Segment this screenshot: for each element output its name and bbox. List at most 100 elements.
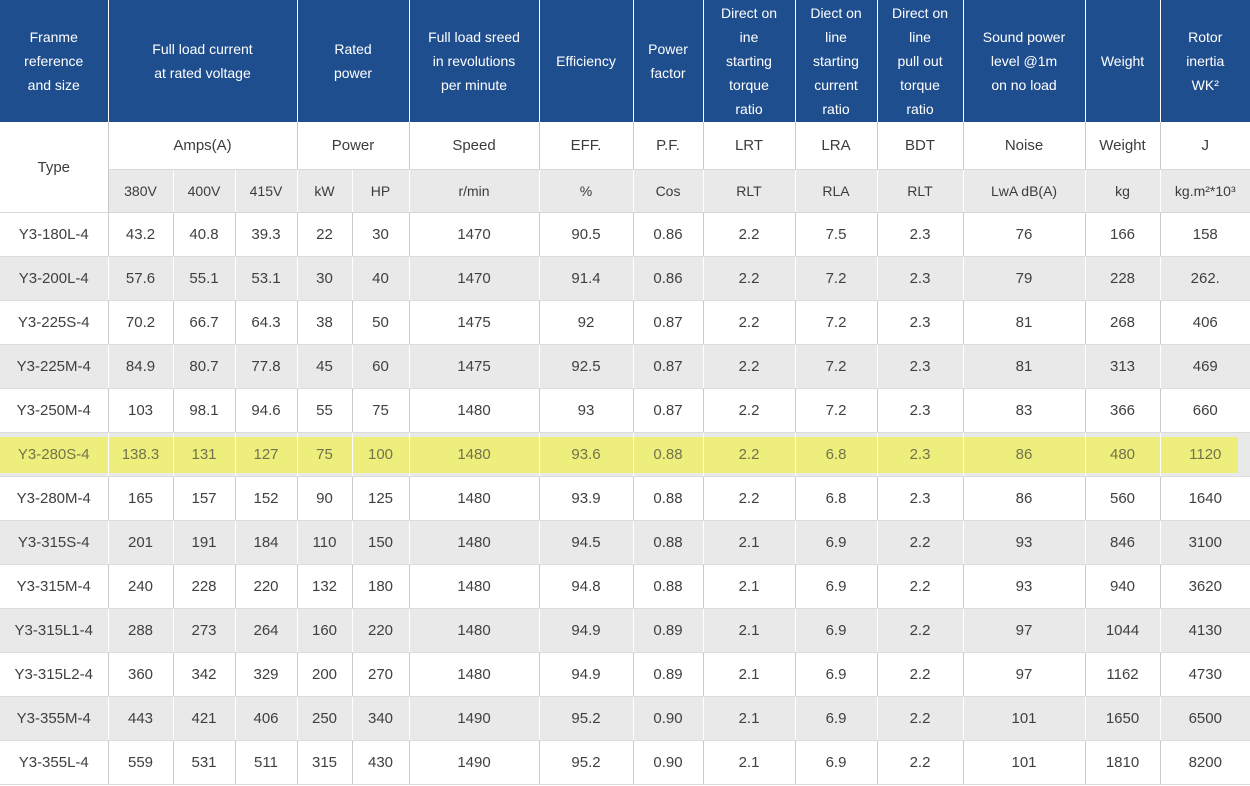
unit-rmin: r/min — [409, 169, 540, 213]
row-type-cell: Y3-355L-4 — [0, 740, 109, 785]
table-row: Y3-315L1-4 288 273 264 160 220 1480 94.9 0.89 2.1… — [0, 608, 1250, 653]
unit-lwa-dba: LwA dB(A) — [963, 169, 1086, 213]
value-cell: 55 — [297, 388, 353, 433]
value-cell: 315 — [297, 740, 353, 785]
table-row: Y3-225M-4 84.9 80.7 77.8 45 60 1475 92.5 0.87 2.2… — [0, 344, 1250, 389]
value-cell: 340 — [352, 696, 410, 741]
value-cell: 6.9 — [795, 696, 878, 741]
value-cell: 40.8 — [173, 212, 236, 257]
value-cell: 329 — [235, 652, 298, 697]
value-cell: 2.1 — [703, 696, 796, 741]
value-cell: 8200 — [1160, 740, 1250, 785]
value-cell: 0.90 — [633, 740, 704, 785]
value-cell: 406 — [1160, 300, 1250, 345]
value-cell: 201 — [108, 520, 174, 565]
value-cell: 262. — [1160, 256, 1250, 301]
value-cell: 0.86 — [633, 256, 704, 301]
value-cell: 7.5 — [795, 212, 878, 257]
value-cell: 93 — [963, 520, 1086, 565]
unit-kgm2: kg.m²*10³ — [1160, 169, 1250, 213]
value-cell: 38 — [297, 300, 353, 345]
value-cell: 2.3 — [877, 388, 964, 433]
value-cell: 469 — [1160, 344, 1250, 389]
value-cell: 220 — [352, 608, 410, 653]
value-cell: 81 — [963, 344, 1086, 389]
value-cell: 2.1 — [703, 520, 796, 565]
value-cell: 2.1 — [703, 652, 796, 697]
value-cell: 1475 — [409, 344, 540, 389]
subheader-weight: Weight — [1085, 122, 1161, 170]
value-cell: 6.9 — [795, 608, 878, 653]
value-cell: 83 — [963, 388, 1086, 433]
value-cell: 6.8 — [795, 432, 878, 477]
value-cell: 2.2 — [703, 300, 796, 345]
col-group-weight: Weight — [1085, 0, 1161, 122]
value-cell: 7.2 — [795, 388, 878, 433]
value-cell: 273 — [173, 608, 236, 653]
value-cell: 1475 — [409, 300, 540, 345]
value-cell: 180 — [352, 564, 410, 609]
header-row-groups: Franme reference and size Full load curr… — [0, 0, 1250, 122]
value-cell: 93 — [539, 388, 634, 433]
value-cell: 2.2 — [703, 344, 796, 389]
value-cell: 81 — [963, 300, 1086, 345]
value-cell: 150 — [352, 520, 410, 565]
value-cell: 1480 — [409, 608, 540, 653]
value-cell: 75 — [297, 432, 353, 477]
value-cell: 97 — [963, 652, 1086, 697]
value-cell: 4130 — [1160, 608, 1250, 653]
value-cell: 66.7 — [173, 300, 236, 345]
col-group-efficiency: Efficiency — [539, 0, 634, 122]
value-cell: 191 — [173, 520, 236, 565]
col-group-rotor-inertia: Rotor inertia WK² — [1160, 0, 1250, 122]
value-cell: 93.6 — [539, 432, 634, 477]
value-cell: 94.8 — [539, 564, 634, 609]
value-cell: 940 — [1085, 564, 1161, 609]
value-cell: 1810 — [1085, 740, 1161, 785]
value-cell: 94.5 — [539, 520, 634, 565]
value-cell: 2.3 — [877, 212, 964, 257]
value-cell: 84.9 — [108, 344, 174, 389]
value-cell: 86 — [963, 476, 1086, 521]
row-type-cell: Y3-225S-4 — [0, 300, 109, 345]
value-cell: 200 — [297, 652, 353, 697]
value-cell: 1640 — [1160, 476, 1250, 521]
value-cell: 70.2 — [108, 300, 174, 345]
value-cell: 77.8 — [235, 344, 298, 389]
value-cell: 288 — [108, 608, 174, 653]
value-cell: 7.2 — [795, 344, 878, 389]
value-cell: 2.1 — [703, 608, 796, 653]
value-cell: 406 — [235, 696, 298, 741]
col-group-power-factor: Power factor — [633, 0, 704, 122]
value-cell: 6.8 — [795, 476, 878, 521]
value-cell: 228 — [173, 564, 236, 609]
value-cell: 127 — [235, 432, 298, 477]
value-cell: 4730 — [1160, 652, 1250, 697]
value-cell: 0.90 — [633, 696, 704, 741]
value-cell: 93.9 — [539, 476, 634, 521]
value-cell: 60 — [352, 344, 410, 389]
value-cell: 1490 — [409, 740, 540, 785]
value-cell: 1044 — [1085, 608, 1161, 653]
value-cell: 480 — [1085, 432, 1161, 477]
row-type-cell: Y3-315S-4 — [0, 520, 109, 565]
value-cell: 2.1 — [703, 564, 796, 609]
value-cell: 268 — [1085, 300, 1161, 345]
value-cell: 94.9 — [539, 608, 634, 653]
value-cell: 430 — [352, 740, 410, 785]
unit-kw: kW — [297, 169, 353, 213]
value-cell: 2.2 — [877, 520, 964, 565]
value-cell: 110 — [297, 520, 353, 565]
col-group-dol-pullout-torque: Direct on line pull out torque ratio — [877, 0, 964, 122]
unit-kg: kg — [1085, 169, 1161, 213]
value-cell: 55.1 — [173, 256, 236, 301]
value-cell: 0.88 — [633, 476, 704, 521]
subheader-amps: Amps(A) — [108, 122, 298, 170]
value-cell: 2.2 — [703, 388, 796, 433]
value-cell: 1490 — [409, 696, 540, 741]
table-row: Y3-250M-4 103 98.1 94.6 55 75 1480 93 0.87 2.2 7.2… — [0, 388, 1250, 433]
value-cell: 2.3 — [877, 344, 964, 389]
value-cell: 2.2 — [877, 608, 964, 653]
value-cell: 1162 — [1085, 652, 1161, 697]
unit-cos: Cos — [633, 169, 704, 213]
